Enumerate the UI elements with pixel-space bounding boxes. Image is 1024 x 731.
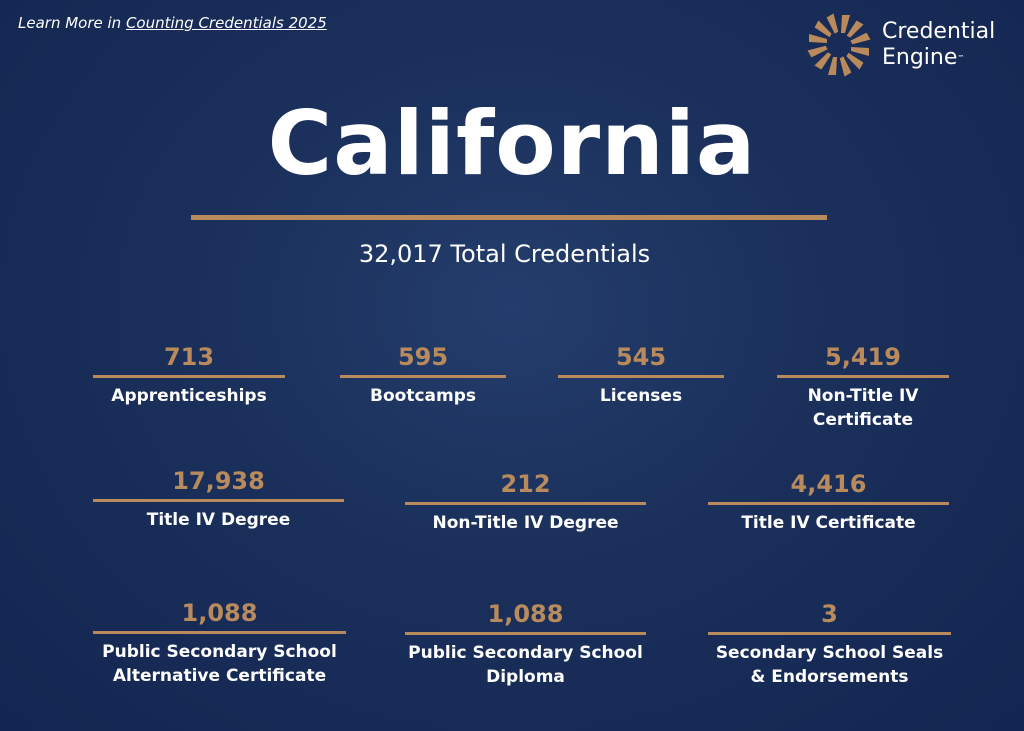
stat-value: 17,938 [172,467,265,495]
pinwheel-logo-icon [807,13,871,77]
trademark-mark: ™ [957,54,965,62]
stat-divider [708,502,949,505]
stat-value: 4,416 [790,470,867,498]
logo-line-2-text: Engine [882,45,958,70]
stat-divider [405,502,646,505]
logo-line-2: Engine™ [882,45,995,71]
learn-more-text: Learn More in Counting Credentials 2025 [18,14,327,32]
total-credentials: 32,017 Total Credentials [358,240,651,268]
logo-wordmark: Credential Engine™ [882,19,995,71]
stat-value: 713 [163,343,215,371]
stat-label: Licenses [599,386,683,406]
stat-label: Apprenticeships [111,386,267,406]
stat-label: Non-Title IV Certificate [807,386,919,430]
title-divider [191,215,827,220]
stat-title-iv-certificate: 4,416 Title IV Certificate [708,469,949,535]
stat-label: Secondary School Seals & Endorsements [715,643,944,687]
stat-value: 1,088 [181,599,258,627]
stat-non-title-iv-degree: 212 Non-Title IV Degree [405,469,646,535]
stat-value: 545 [615,343,667,371]
stat-title-iv-degree: 17,938 Title IV Degree [93,466,344,532]
stat-label: Non-Title IV Degree [432,513,619,533]
stat-divider [93,375,285,378]
logo-line-1: Credential [882,19,996,44]
stat-non-title-iv-certificate: 5,419 Non-Title IV Certificate [777,342,949,432]
stat-apprenticeships: 713 Apprenticeships [93,342,285,408]
stat-value: 212 [500,470,551,498]
stat-secondary-seals-endorsements: 3 Secondary School Seals & Endorsements [708,599,951,689]
stat-value: 3 [821,600,838,628]
stat-divider [93,499,344,502]
stat-label: Public Secondary School Diploma [408,643,643,687]
stat-divider [405,632,646,635]
stat-public-secondary-diploma: 1,088 Public Secondary School Diploma [405,599,646,689]
counting-credentials-link[interactable]: Counting Credentials 2025 [125,14,327,32]
stat-divider [340,375,506,378]
learn-more-prefix: Learn More in [18,14,126,32]
stat-divider [777,375,949,378]
stat-label: Public Secondary School Alternative Cert… [102,642,337,686]
stat-label: Title IV Certificate [741,513,916,533]
stat-divider [93,631,346,634]
state-title: California [267,92,757,195]
stat-value: 1,088 [487,600,564,628]
credential-engine-logo[interactable]: Credential Engine™ [806,10,1006,80]
stat-label: Bootcamps [370,386,476,406]
stat-label: Title IV Degree [146,510,291,530]
stat-public-secondary-alt-certificate: 1,088 Public Secondary School Alternativ… [93,598,346,688]
stat-licenses: 545 Licenses [558,342,724,408]
stat-bootcamps: 595 Bootcamps [340,342,506,408]
stat-value: 5,419 [825,343,901,371]
stat-divider [708,632,951,635]
stat-value: 595 [397,343,449,371]
stat-divider [558,375,724,378]
